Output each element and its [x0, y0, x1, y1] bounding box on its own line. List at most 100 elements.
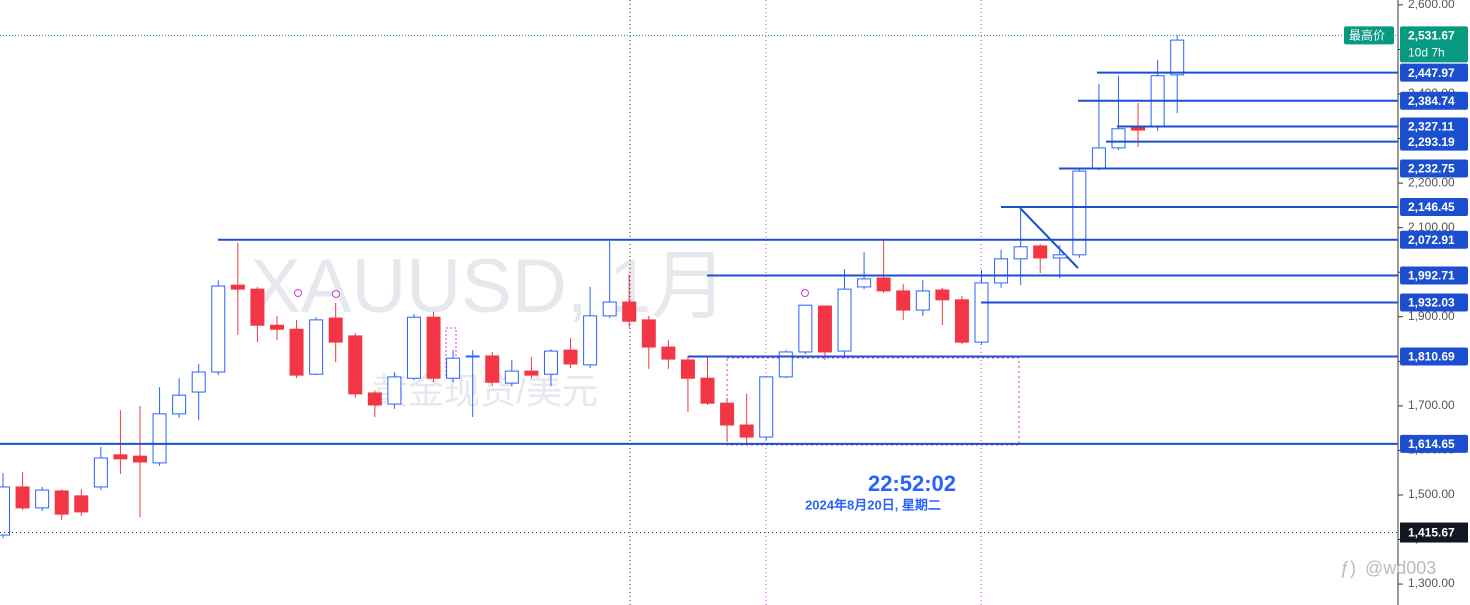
y-tick-label: 2,600.00: [1408, 0, 1455, 11]
candle-body: [230, 284, 245, 290]
crosshair-label: 1,415.67: [1408, 526, 1455, 540]
candle-body: [1072, 170, 1087, 256]
candle-body: [602, 301, 617, 317]
candle-body: [622, 301, 637, 322]
price-label: 1,614.65: [1408, 437, 1455, 451]
price-axis: 1,300.001,400.001,500.001,600.001,700.00…: [1398, 0, 1468, 590]
candle-body: [641, 319, 656, 348]
candle-body: [563, 349, 578, 365]
candle-body: [309, 319, 324, 375]
candle-body: [1091, 147, 1106, 170]
price-label: 2,146.45: [1408, 200, 1455, 214]
candle-body: [759, 376, 774, 438]
candle-body: [1111, 128, 1126, 149]
candle-body: [485, 355, 500, 383]
candle-body: [1033, 245, 1048, 259]
candle-body: [387, 376, 402, 405]
candle-body: [661, 346, 676, 360]
candle-body: [680, 359, 695, 379]
candles: [0, 35, 1185, 539]
candle-body: [778, 351, 793, 378]
candle-body: [739, 424, 754, 438]
watermark-description: 黄金现货/美元: [372, 371, 598, 412]
candle-body: [974, 282, 989, 343]
y-tick-label: 1,700.00: [1408, 398, 1455, 412]
candle-body: [1052, 254, 1067, 259]
event-marker: [332, 290, 340, 298]
crosshair-time: 22:52:02: [868, 471, 956, 496]
price-label-bg: [1400, 63, 1468, 82]
candle-body: [152, 413, 167, 464]
watermark-symbol: XAUUSD, 1月: [250, 244, 727, 329]
price-label: 2,384.74: [1408, 94, 1455, 108]
price-label-bg: [1400, 434, 1468, 453]
candle-body: [994, 258, 1009, 284]
candle-body: [915, 290, 930, 311]
high-label: 2,531.67: [1408, 29, 1455, 43]
event-marker: [801, 289, 809, 297]
high-tag: 最高价: [1349, 28, 1385, 43]
price-label-bg: [1400, 117, 1468, 136]
candle-body: [857, 278, 872, 288]
candle-body: [211, 285, 226, 373]
candle-body: [15, 486, 30, 509]
candle-body: [132, 455, 147, 463]
candle-body: [700, 377, 715, 404]
y-tick-label: 1,300.00: [1408, 576, 1455, 590]
price-label: 1,992.71: [1408, 269, 1455, 283]
high-countdown: 10d 7h: [1408, 46, 1445, 60]
candle-body: [524, 370, 539, 376]
price-label: 2,232.75: [1408, 162, 1455, 176]
candle-body: [74, 495, 89, 513]
candle-body: [93, 457, 108, 488]
candle-body: [837, 288, 852, 352]
price-label-bg: [1400, 347, 1468, 366]
candle-body: [798, 304, 813, 353]
candle-body: [406, 316, 421, 379]
candle-body: [113, 454, 128, 460]
candle-body: [896, 290, 911, 311]
price-label-bg: [1400, 266, 1468, 285]
price-label: 2,293.19: [1408, 135, 1455, 149]
high-label-bg: [1400, 26, 1468, 63]
price-label-bg: [1400, 159, 1468, 178]
credit: @wd003: [1365, 558, 1436, 578]
price-label-bg: [1400, 91, 1468, 110]
y-tick-label: 2,200.00: [1408, 175, 1455, 189]
price-label: 1,932.03: [1408, 296, 1455, 310]
event-marker: [294, 289, 302, 297]
candle-body: [367, 392, 382, 406]
price-label-bg: [1400, 197, 1468, 216]
candle-body: [250, 288, 265, 326]
candle-body: [504, 370, 519, 384]
candle-body: [426, 316, 441, 379]
price-label: 1,810.69: [1408, 350, 1455, 364]
candle-body: [191, 371, 206, 393]
y-tick-label: 2,100.00: [1408, 220, 1455, 234]
candle-body: [328, 317, 343, 343]
candle-body: [935, 289, 950, 301]
candle-body: [954, 299, 969, 343]
candle-body: [583, 315, 598, 366]
candle-body: [35, 489, 50, 509]
trend-line: [1019, 207, 1079, 269]
candle-body: [876, 277, 891, 292]
price-label-bg: [1400, 230, 1468, 249]
candle-body: [1013, 246, 1028, 260]
candle-body: [465, 355, 480, 358]
candle-body: [0, 486, 10, 536]
candle-body: [348, 335, 363, 395]
price-label-bg: [1400, 132, 1468, 151]
price-label: 2,447.97: [1408, 66, 1455, 80]
y-tick-label: 1,500.00: [1408, 487, 1455, 501]
y-tick-label: 1,900.00: [1408, 309, 1455, 323]
credit-icon: ƒ): [1340, 558, 1356, 578]
high-tag-bg: [1344, 26, 1394, 45]
price-label: 2,072.91: [1408, 233, 1455, 247]
candle-body: [817, 305, 832, 353]
crosshair-date: 2024年8月20日, 星期二: [805, 497, 941, 512]
crosshair-label-bg: [1400, 522, 1468, 543]
candle-body: [54, 490, 69, 515]
candle-body: [1170, 39, 1185, 76]
